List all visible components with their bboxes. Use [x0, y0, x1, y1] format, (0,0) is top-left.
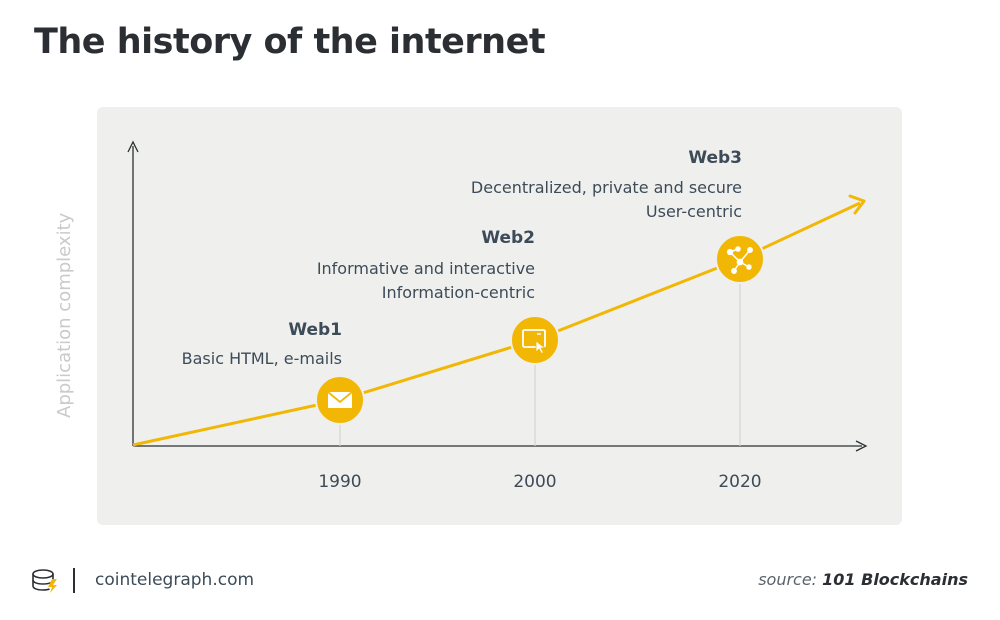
- web2-title: Web2: [481, 228, 535, 248]
- x-axis-arrow: [855, 440, 868, 452]
- footer-divider: [73, 568, 75, 593]
- footer-site-link[interactable]: cointelegraph.com: [95, 570, 255, 590]
- web1-title: Web1: [288, 320, 342, 340]
- source-name: 101 Blockchains: [822, 570, 968, 589]
- page-title: The history of the internet: [34, 22, 546, 62]
- source-prefix: source:: [758, 570, 818, 589]
- web1-node: [315, 375, 365, 425]
- envelope-icon: [327, 391, 353, 408]
- web1-description: Basic HTML, e-mails: [182, 349, 342, 368]
- network-nodes-icon: [726, 246, 753, 274]
- web3-node: [715, 234, 765, 284]
- web3-description-line2: User-centric: [646, 202, 742, 221]
- y-axis-arrow: [127, 140, 139, 153]
- y-axis-label: Application complexity: [54, 212, 75, 418]
- footer-source: source: 101 Blockchains: [758, 570, 968, 589]
- growth-line-arrow: [848, 194, 866, 215]
- browser-cursor-icon: [522, 329, 547, 355]
- web3-title: Web3: [688, 148, 742, 168]
- web2-node: [510, 315, 560, 365]
- diagram-panel: [97, 107, 902, 525]
- web2-description-line2: Information-centric: [382, 283, 535, 302]
- year-label-2020: 2020: [718, 472, 761, 492]
- web3-description-line1: Decentralized, private and secure: [471, 178, 742, 197]
- web2-description-line1: Informative and interactive: [317, 259, 535, 278]
- cointelegraph-logo-icon: [32, 569, 57, 593]
- year-label-1990: 1990: [318, 472, 361, 492]
- year-label-2000: 2000: [513, 472, 556, 492]
